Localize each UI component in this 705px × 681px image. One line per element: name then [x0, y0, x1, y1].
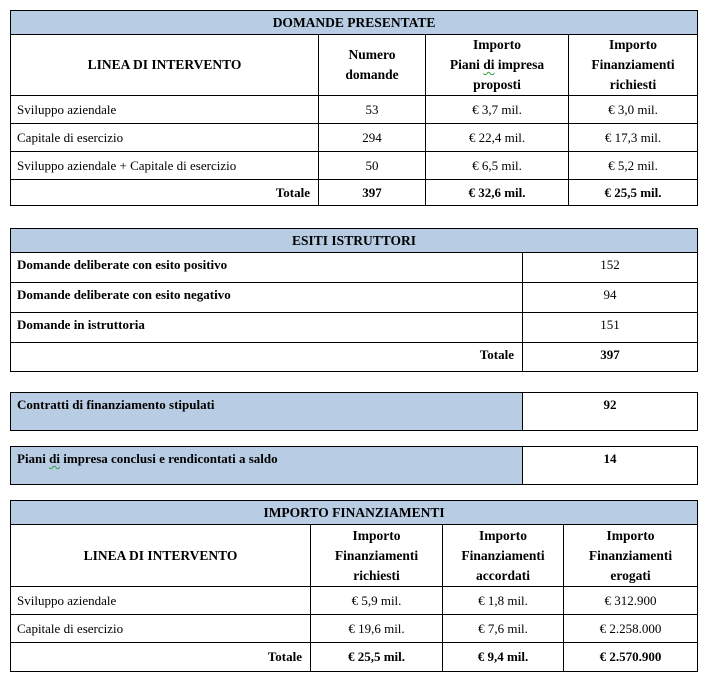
- header-line: richiesti: [353, 567, 400, 583]
- header-line: Finanziamenti: [334, 547, 419, 563]
- total-value: 397: [522, 342, 698, 372]
- row-label: Sviluppo aziendale + Capitale di eserciz…: [10, 151, 319, 180]
- row-label: Domande in istruttoria: [10, 312, 523, 343]
- cell-accordati: € 7,6 mil.: [442, 614, 564, 643]
- total-richiesti: € 25,5 mil.: [310, 642, 443, 672]
- table-title-row: ESITI ISTRUTTORI: [10, 228, 698, 253]
- cell-accordati: € 1,8 mil.: [442, 586, 564, 615]
- table-esiti-title: ESITI ISTRUTTORI: [10, 228, 698, 253]
- col-header-piani: Importo Piani di impresa proposti: [425, 34, 569, 96]
- header-line: Importo: [609, 37, 657, 52]
- header-text: Piani: [449, 57, 484, 72]
- table-piani-conclusi: Piani di impresa conclusi e rendicontati…: [10, 446, 698, 485]
- cell-richiesti: € 5,2 mil.: [567, 151, 699, 180]
- total-richiesti: € 25,5 mil.: [567, 179, 699, 206]
- table-header-row: LINEA DI INTERVENTO Importo Finanziament…: [10, 524, 699, 587]
- col-header-erogati: Importo Finanziamenti erogati: [562, 524, 699, 587]
- row-label: Sviluppo aziendale: [10, 586, 311, 615]
- cell-richiesti: € 17,3 mil.: [567, 123, 699, 152]
- cell-erogati: € 2.258.000: [562, 614, 699, 643]
- cell-richiesti: € 19,6 mil.: [310, 614, 443, 643]
- header-line: accordati: [476, 567, 530, 583]
- cell-richiesti: € 5,9 mil.: [310, 586, 443, 615]
- row-label: Piani di impresa conclusi e rendicontati…: [10, 446, 523, 485]
- table-row: Capitale di esercizio 294 € 22,4 mil. € …: [10, 123, 699, 152]
- header-line: richiesti: [609, 77, 657, 92]
- cell-erogati: € 312.900: [562, 586, 699, 615]
- header-line: Finanziamenti: [591, 57, 675, 72]
- table-row: Domande deliberate con esito positivo 15…: [10, 252, 698, 283]
- table-title-row: IMPORTO FINANZIAMENTI: [9, 500, 699, 525]
- header-text: impresa: [494, 57, 545, 72]
- table-total-row: Totale € 25,5 mil. € 9,4 mil. € 2.570.90…: [10, 642, 699, 672]
- row-label: Sviluppo aziendale: [10, 95, 319, 124]
- col-header-numero: Numero domande: [318, 34, 426, 96]
- row-label: Domande deliberate con esito positivo: [10, 252, 523, 283]
- col-header-richiesti: Importo Finanziamenti richiesti: [310, 524, 443, 587]
- total-label: Totale: [10, 342, 523, 372]
- col-header-linea: LINEA DI INTERVENTO: [10, 34, 319, 96]
- cell-numero: 294: [318, 123, 426, 152]
- spellcheck-word: di: [49, 451, 60, 466]
- total-erogati: € 2.570.900: [562, 642, 699, 672]
- table-total-row: Totale 397: [10, 342, 698, 372]
- row-value: 92: [522, 392, 698, 431]
- header-line: Importo: [473, 37, 521, 52]
- table-row: Contratti di finanziamento stipulati 92: [10, 392, 698, 431]
- row-label: Capitale di esercizio: [10, 123, 319, 152]
- table-title-row: DOMANDE PRESENTATE: [9, 10, 699, 35]
- table-row: Domande in istruttoria 151: [10, 312, 698, 343]
- label-text: impresa conclusi e rendicontati a saldo: [60, 451, 278, 466]
- table-esiti-istruttori: ESITI ISTRUTTORI Domande deliberate con …: [10, 228, 698, 372]
- header-line: erogati: [610, 567, 651, 583]
- total-piani: € 32,6 mil.: [425, 179, 569, 206]
- cell-piani: € 3,7 mil.: [425, 95, 569, 124]
- header-line: Importo: [606, 527, 655, 543]
- table-header-row: LINEA DI INTERVENTO Numero domande Impor…: [10, 34, 699, 96]
- table-importo-title: IMPORTO FINANZIAMENTI: [9, 500, 699, 525]
- cell-piani: € 6,5 mil.: [425, 151, 569, 180]
- header-line: Importo: [352, 527, 401, 543]
- header-line: Finanziamenti: [588, 547, 673, 563]
- label-text: Piani: [17, 451, 50, 466]
- col-header-linea: LINEA DI INTERVENTO: [10, 524, 311, 587]
- row-value: 94: [522, 282, 698, 313]
- row-value: 152: [522, 252, 698, 283]
- spellcheck-word: di: [483, 57, 495, 72]
- row-label: Capitale di esercizio: [10, 614, 311, 643]
- cell-numero: 50: [318, 151, 426, 180]
- table-total-row: Totale 397 € 32,6 mil. € 25,5 mil.: [10, 179, 699, 206]
- col-header-accordati: Importo Finanziamenti accordati: [442, 524, 564, 587]
- table-row: Capitale di esercizio € 19,6 mil. € 7,6 …: [10, 614, 699, 643]
- total-label: Totale: [10, 179, 319, 206]
- table-contratti-stipulati: Contratti di finanziamento stipulati 92: [10, 392, 698, 431]
- header-line: Numero: [348, 47, 396, 62]
- table-row: Sviluppo aziendale + Capitale di eserciz…: [10, 151, 699, 180]
- header-line: Finanziamenti: [461, 547, 545, 563]
- total-numero: 397: [318, 179, 426, 206]
- header-line: Piani di impresa: [427, 55, 568, 75]
- col-header-richiesti: Importo Finanziamenti richiesti: [567, 34, 699, 96]
- table-row: Domande deliberate con esito negativo 94: [10, 282, 698, 313]
- cell-piani: € 22,4 mil.: [425, 123, 569, 152]
- table-domande-presentate: DOMANDE PRESENTATE LINEA DI INTERVENTO N…: [9, 10, 699, 206]
- header-line: domande: [345, 67, 399, 82]
- header-line: Importo: [479, 527, 527, 543]
- total-accordati: € 9,4 mil.: [442, 642, 564, 672]
- header-line: proposti: [473, 77, 521, 92]
- row-label: Contratti di finanziamento stipulati: [10, 392, 523, 431]
- table-domande-title: DOMANDE PRESENTATE: [9, 10, 699, 35]
- table-row: Sviluppo aziendale € 5,9 mil. € 1,8 mil.…: [10, 586, 699, 615]
- table-row: Piani di impresa conclusi e rendicontati…: [10, 446, 698, 485]
- row-value: 14: [522, 446, 698, 485]
- row-value: 151: [522, 312, 698, 343]
- cell-numero: 53: [318, 95, 426, 124]
- row-label: Domande deliberate con esito negativo: [10, 282, 523, 313]
- table-row: Sviluppo aziendale 53 € 3,7 mil. € 3,0 m…: [10, 95, 699, 124]
- table-importo-finanziamenti: IMPORTO FINANZIAMENTI LINEA DI INTERVENT…: [9, 500, 699, 672]
- total-label: Totale: [10, 642, 311, 672]
- cell-richiesti: € 3,0 mil.: [567, 95, 699, 124]
